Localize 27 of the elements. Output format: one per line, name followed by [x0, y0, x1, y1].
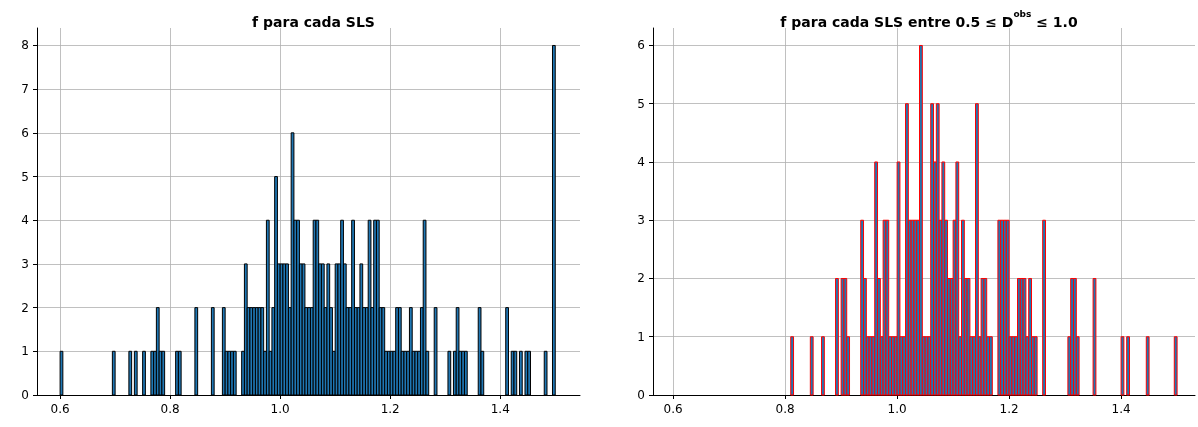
- y-tick-label: 5: [637, 96, 645, 111]
- x-tick-label: 1.0: [270, 402, 290, 416]
- y-tick-label: 3: [21, 256, 29, 271]
- x-tick-label: 1.4: [1111, 402, 1131, 416]
- y-tick-label: 1: [21, 344, 29, 359]
- y-tick-label: 1: [637, 329, 645, 344]
- y-tick-label: 8: [21, 38, 29, 53]
- y-tick-label: 6: [21, 125, 29, 140]
- y-tick-label: 6: [637, 38, 645, 53]
- chart-title: f para cada SLS: [252, 14, 375, 30]
- x-tick-label: 0.6: [50, 402, 70, 416]
- y-tick-label: 0: [637, 388, 645, 402]
- x-tick-label: 1.4: [490, 402, 510, 416]
- y-tick-label: 5: [21, 169, 29, 184]
- y-tick-label: 4: [21, 213, 29, 228]
- y-tick-label: 7: [21, 82, 29, 97]
- x-tick-label: 1.2: [999, 402, 1019, 416]
- x-tick-label: 0.6: [663, 402, 683, 416]
- x-tick-label: 0.8: [775, 402, 795, 416]
- y-tick-label: 0: [21, 388, 29, 402]
- x-tick-label: 1.2: [380, 402, 400, 416]
- y-tick-label: 2: [637, 271, 645, 286]
- y-tick-label: 4: [637, 154, 645, 169]
- y-tick-label: 2: [21, 300, 29, 315]
- y-tick-label: 3: [637, 213, 645, 228]
- x-tick-label: 0.8: [160, 402, 180, 416]
- x-tick-label: 1.0: [887, 402, 907, 416]
